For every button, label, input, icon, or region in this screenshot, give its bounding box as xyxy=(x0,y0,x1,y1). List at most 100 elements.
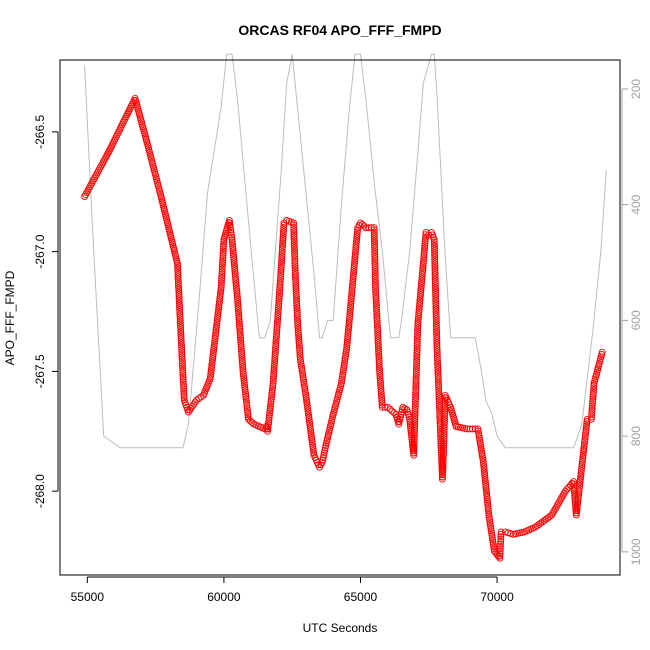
data-point xyxy=(86,183,94,191)
data-point xyxy=(292,273,299,281)
data-point xyxy=(588,406,596,414)
data-point xyxy=(344,335,352,343)
data-point xyxy=(411,422,419,430)
data-point xyxy=(270,373,277,381)
data-point xyxy=(413,360,421,368)
data-point xyxy=(413,351,421,359)
data-point xyxy=(583,420,591,428)
data-point xyxy=(272,337,280,345)
data-point xyxy=(208,357,216,365)
data-point xyxy=(435,388,443,396)
data-point xyxy=(420,257,427,265)
data-point xyxy=(271,357,279,365)
data-point xyxy=(496,545,504,553)
data-point xyxy=(174,268,182,276)
data-point xyxy=(349,275,357,283)
data-point xyxy=(230,251,237,259)
data-point xyxy=(180,380,187,388)
x-tick-label: 70000 xyxy=(480,590,514,604)
data-point xyxy=(270,362,278,369)
data-point xyxy=(268,391,276,399)
data-point xyxy=(345,321,353,329)
data-point xyxy=(435,381,442,389)
data-point xyxy=(274,306,282,314)
data-point xyxy=(236,325,244,333)
data-point xyxy=(432,302,440,310)
data-point xyxy=(371,246,379,254)
data-point xyxy=(278,257,286,265)
data-point xyxy=(415,306,423,314)
data-point xyxy=(480,465,488,473)
data-point xyxy=(576,478,584,486)
data-point xyxy=(370,233,378,240)
y-axis-label: APO_FFF_FMPD xyxy=(3,270,17,365)
data-point xyxy=(439,457,447,465)
data-point xyxy=(237,340,245,348)
data-point xyxy=(481,469,489,477)
data-point xyxy=(238,354,246,362)
data-point xyxy=(374,337,382,344)
data-point xyxy=(410,440,418,448)
data-point xyxy=(416,300,424,307)
data-point xyxy=(431,262,439,270)
data-point xyxy=(482,485,490,493)
data-point xyxy=(303,402,311,410)
data-point xyxy=(374,323,381,331)
data-point xyxy=(212,328,220,336)
data-point xyxy=(497,533,505,541)
data-point xyxy=(421,235,429,243)
data-point xyxy=(343,346,350,354)
data-point xyxy=(177,324,185,332)
data-point xyxy=(432,304,440,312)
data-point xyxy=(240,374,248,382)
data-point xyxy=(210,346,218,354)
data-point xyxy=(351,253,359,260)
data-point xyxy=(431,247,438,255)
data-point xyxy=(463,425,471,433)
data-point xyxy=(230,260,238,268)
data-point xyxy=(218,268,226,276)
data-point xyxy=(291,266,299,274)
data-point xyxy=(234,296,242,303)
data-point xyxy=(588,413,595,421)
data-point xyxy=(234,302,242,310)
data-point xyxy=(582,424,590,432)
data-point xyxy=(277,270,285,278)
data-point xyxy=(412,380,420,388)
data-point xyxy=(431,264,439,272)
data-point xyxy=(573,504,581,512)
data-point xyxy=(377,383,385,391)
data-point xyxy=(496,552,504,560)
data-point xyxy=(434,377,442,385)
data-point xyxy=(345,317,353,325)
data-point xyxy=(277,272,285,280)
data-point xyxy=(481,476,489,484)
data-point xyxy=(308,434,316,441)
data-point xyxy=(418,280,425,287)
data-point xyxy=(226,221,234,229)
data-point xyxy=(431,275,439,283)
data-point xyxy=(433,343,441,351)
data-point xyxy=(227,229,235,236)
data-point xyxy=(373,306,381,314)
data-point xyxy=(209,350,217,358)
data-point xyxy=(296,344,303,352)
data-point xyxy=(304,405,312,413)
data-point xyxy=(234,300,242,308)
data-point xyxy=(278,252,286,260)
data-point xyxy=(279,237,287,245)
data-point xyxy=(377,381,385,389)
data-point xyxy=(275,293,283,300)
data-point xyxy=(290,239,298,247)
data-point xyxy=(432,295,440,303)
data-point xyxy=(577,471,585,479)
data-point xyxy=(292,277,300,285)
data-point xyxy=(176,315,184,323)
data-point xyxy=(371,257,379,265)
data-point xyxy=(266,405,274,412)
data-point xyxy=(479,456,487,464)
data-point xyxy=(419,264,427,272)
data-point xyxy=(238,352,246,360)
data-point xyxy=(373,319,381,327)
data-point xyxy=(306,418,313,426)
